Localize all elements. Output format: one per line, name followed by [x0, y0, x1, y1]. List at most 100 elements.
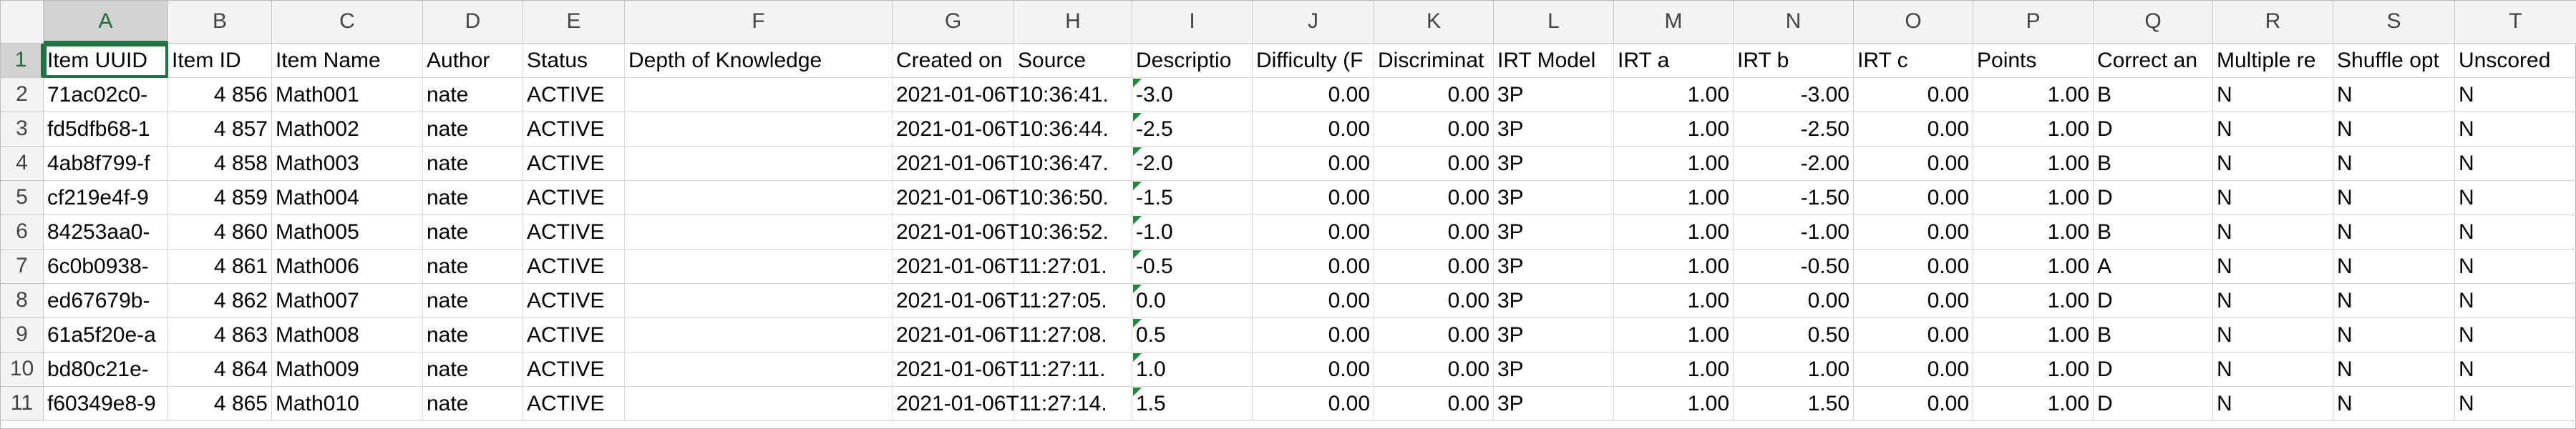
cell[interactable] — [523, 78, 625, 112]
row-header[interactable]: 8 — [1, 284, 44, 318]
cell[interactable] — [1014, 44, 1132, 78]
cell[interactable] — [2094, 284, 2213, 318]
cell[interactable] — [1253, 181, 1374, 215]
row-header[interactable]: 10 — [1, 352, 44, 387]
cell[interactable] — [2333, 181, 2455, 215]
column-header[interactable]: N — [1734, 1, 1854, 44]
cell[interactable] — [272, 44, 423, 78]
cell[interactable] — [2213, 250, 2333, 284]
cell[interactable] — [168, 147, 272, 181]
cell[interactable] — [2094, 112, 2213, 147]
column-header[interactable]: H — [1014, 1, 1132, 44]
cell[interactable] — [893, 250, 1014, 284]
cell[interactable] — [1614, 44, 1734, 78]
cell[interactable] — [272, 387, 423, 421]
cell[interactable] — [1734, 44, 1854, 78]
cell[interactable] — [1014, 78, 1132, 112]
cell[interactable] — [423, 147, 523, 181]
cell[interactable] — [1734, 215, 1854, 250]
cell[interactable] — [523, 387, 625, 421]
cell[interactable] — [168, 215, 272, 250]
cell[interactable] — [1374, 352, 1494, 387]
cell[interactable] — [523, 147, 625, 181]
cell[interactable] — [2094, 318, 2213, 352]
cell[interactable] — [2213, 112, 2333, 147]
cell[interactable] — [2455, 352, 2576, 387]
cell[interactable] — [2455, 78, 2576, 112]
cell[interactable] — [893, 78, 1014, 112]
cell[interactable] — [272, 215, 423, 250]
cell[interactable] — [272, 318, 423, 352]
cell[interactable] — [168, 352, 272, 387]
cell[interactable] — [2455, 112, 2576, 147]
cell[interactable] — [1253, 112, 1374, 147]
cell[interactable] — [2213, 44, 2333, 78]
cell[interactable] — [1014, 352, 1132, 387]
column-header[interactable]: P — [1973, 1, 2094, 44]
cell[interactable] — [2094, 352, 2213, 387]
cell[interactable] — [625, 78, 893, 112]
column-header[interactable]: C — [272, 1, 423, 44]
row-header[interactable]: 4 — [1, 147, 44, 181]
column-header[interactable]: I — [1132, 1, 1253, 44]
cell[interactable] — [44, 44, 168, 78]
cell[interactable] — [1854, 78, 1973, 112]
cell[interactable] — [1734, 284, 1854, 318]
cell[interactable] — [44, 78, 168, 112]
cell[interactable] — [423, 78, 523, 112]
cell[interactable] — [625, 215, 893, 250]
cell[interactable] — [1132, 215, 1253, 250]
cell[interactable] — [1973, 78, 2094, 112]
cell[interactable] — [1494, 352, 1614, 387]
cell[interactable] — [1132, 250, 1253, 284]
cell[interactable] — [2094, 147, 2213, 181]
cell[interactable] — [1973, 181, 2094, 215]
cell[interactable] — [1614, 215, 1734, 250]
cell[interactable] — [2333, 318, 2455, 352]
cell[interactable] — [423, 112, 523, 147]
cell[interactable] — [1132, 44, 1253, 78]
row-header[interactable]: 7 — [1, 250, 44, 284]
cell[interactable] — [2094, 181, 2213, 215]
cell[interactable] — [1973, 318, 2094, 352]
column-header[interactable]: D — [423, 1, 523, 44]
cell[interactable] — [2094, 387, 2213, 421]
cell[interactable] — [1494, 44, 1614, 78]
cell[interactable] — [2333, 112, 2455, 147]
cell[interactable] — [1614, 112, 1734, 147]
cell[interactable] — [1614, 181, 1734, 215]
cell[interactable] — [2333, 78, 2455, 112]
cell[interactable] — [2333, 352, 2455, 387]
cell[interactable] — [1614, 78, 1734, 112]
cell[interactable] — [272, 78, 423, 112]
cell[interactable] — [168, 181, 272, 215]
cell[interactable] — [1014, 112, 1132, 147]
column-header[interactable]: O — [1854, 1, 1973, 44]
cell[interactable] — [625, 250, 893, 284]
cell[interactable] — [1854, 352, 1973, 387]
cell[interactable] — [1854, 215, 1973, 250]
cell[interactable] — [1734, 181, 1854, 215]
cell[interactable] — [1132, 352, 1253, 387]
cell[interactable] — [423, 387, 523, 421]
cell[interactable] — [1973, 44, 2094, 78]
cell[interactable] — [2213, 318, 2333, 352]
cell[interactable] — [893, 387, 1014, 421]
cell[interactable] — [2333, 284, 2455, 318]
column-header[interactable]: K — [1374, 1, 1494, 44]
cell[interactable] — [1374, 181, 1494, 215]
cell[interactable] — [1132, 284, 1253, 318]
cell[interactable] — [893, 215, 1014, 250]
cell[interactable] — [1494, 147, 1614, 181]
column-header[interactable]: M — [1614, 1, 1734, 44]
cell[interactable] — [2455, 215, 2576, 250]
cell[interactable] — [523, 112, 625, 147]
cell[interactable] — [1132, 78, 1253, 112]
cell[interactable] — [1614, 352, 1734, 387]
cell[interactable] — [2455, 181, 2576, 215]
cell[interactable] — [2333, 250, 2455, 284]
cell[interactable] — [423, 250, 523, 284]
cell[interactable] — [423, 352, 523, 387]
cell[interactable] — [625, 44, 893, 78]
cell[interactable] — [1973, 215, 2094, 250]
